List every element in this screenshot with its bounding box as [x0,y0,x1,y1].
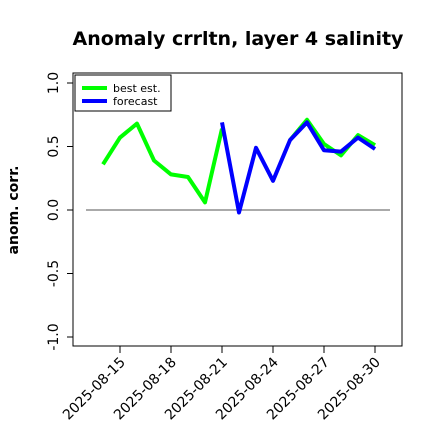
y-axis-label: anom. corr. [6,166,22,255]
legend-best-est-label: best est. [113,82,161,95]
y-tick-label: -0.5 [46,260,62,287]
chart-title: Anomaly crrltn, layer 4 salinity [73,28,404,50]
y-ticks: -1.0 -0.5 0.0 0.5 1.0 [46,72,73,351]
y-tick-label: 0.0 [46,199,62,221]
x-ticks: 2025-08-152025-08-182025-08-212025-08-24… [60,346,384,423]
y-tick-label: 1.0 [46,72,62,94]
series-line-best-est [101,121,224,205]
legend: best est. forecast [74,74,172,112]
y-tick-label: 0.5 [46,135,62,157]
legend-box [74,74,172,112]
y-tick-label: -1.0 [46,323,62,350]
legend-forecast-label: forecast [113,95,158,108]
series-line-forecast [220,120,377,215]
series-layer [101,117,377,215]
